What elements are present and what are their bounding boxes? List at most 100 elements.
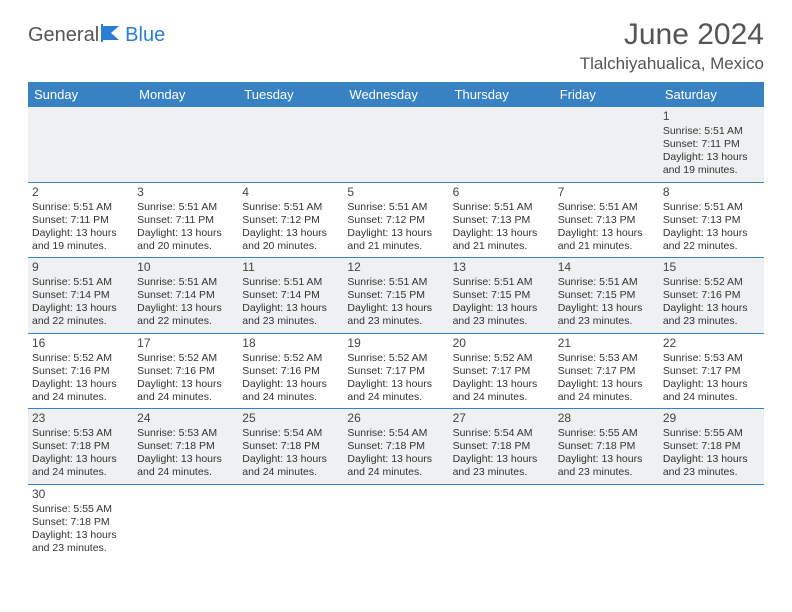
day-number: 1 [663, 109, 760, 124]
calendar-week: 9 Sunrise: 5:51 AM Sunset: 7:14 PM Daylight… [28, 258, 764, 334]
day-info-line: Sunrise: 5:51 AM [558, 276, 655, 289]
calendar-table: SundayMondayTuesdayWednesdayThursdayFrid… [28, 82, 764, 559]
day-info-line: and 24 minutes. [32, 391, 129, 404]
day-header-wednesday: Wednesday [343, 82, 448, 107]
day-info-line: Daylight: 13 hours [347, 227, 444, 240]
title-block: June 2024 Tlalchiyahualica, Mexico [580, 18, 764, 74]
day-info-line: and 24 minutes. [347, 391, 444, 404]
day-number: 5 [347, 185, 444, 200]
day-info-line: Sunrise: 5:51 AM [453, 201, 550, 214]
day-info-line: Daylight: 13 hours [137, 378, 234, 391]
logo-text-general: General [28, 24, 99, 47]
day-number: 24 [137, 411, 234, 426]
calendar-day-cell: 4Sunrise: 5:51 AMSunset: 7:12 PMDaylight… [238, 182, 343, 258]
calendar-day-cell: 6Sunrise: 5:51 AMSunset: 7:13 PMDaylight… [449, 182, 554, 258]
day-info-line: Sunrise: 5:55 AM [32, 503, 129, 516]
day-info-line: Sunset: 7:16 PM [663, 289, 760, 302]
day-info-line: Daylight: 13 hours [347, 453, 444, 466]
day-header-saturday: Saturday [659, 82, 764, 107]
day-info-line: Daylight: 13 hours [453, 378, 550, 391]
calendar-day-cell: 24Sunrise: 5:53 AMSunset: 7:18 PMDayligh… [133, 409, 238, 485]
day-info-line: and 23 minutes. [453, 466, 550, 479]
month-title: June 2024 [580, 18, 764, 52]
calendar-week: 30Sunrise: 5:55 AMSunset: 7:18 PMDayligh… [28, 484, 764, 559]
calendar-empty-cell [343, 107, 448, 182]
day-info-line: Daylight: 13 hours [242, 227, 339, 240]
day-info-line: Daylight: 13 hours [347, 302, 444, 315]
calendar-empty-cell [133, 107, 238, 182]
day-info-line: Daylight: 13 hours [663, 227, 760, 240]
day-info-line: and 23 minutes. [663, 466, 760, 479]
calendar-week: 1Sunrise: 5:51 AMSunset: 7:11 PMDaylight… [28, 107, 764, 182]
day-info-line: and 21 minutes. [347, 240, 444, 253]
day-info-line: and 23 minutes. [663, 315, 760, 328]
day-info-line: Sunset: 7:16 PM [137, 365, 234, 378]
calendar-day-cell: 16Sunrise: 5:52 AMSunset: 7:16 PMDayligh… [28, 333, 133, 409]
day-info-line: Sunrise: 5:51 AM [347, 276, 444, 289]
day-header-thursday: Thursday [449, 82, 554, 107]
day-info-line: Sunset: 7:15 PM [453, 289, 550, 302]
day-number: 22 [663, 336, 760, 351]
day-info-line: Sunrise: 5:54 AM [453, 427, 550, 440]
day-info-line: Daylight: 13 hours [453, 453, 550, 466]
day-info-line: Sunrise: 5:51 AM [137, 276, 234, 289]
calendar-empty-cell [238, 484, 343, 559]
day-info-line: and 21 minutes. [453, 240, 550, 253]
day-number: 18 [242, 336, 339, 351]
calendar-day-cell: 25Sunrise: 5:54 AMSunset: 7:18 PMDayligh… [238, 409, 343, 485]
calendar-day-cell: 28Sunrise: 5:55 AMSunset: 7:18 PMDayligh… [554, 409, 659, 485]
day-info-line: Sunrise: 5:52 AM [347, 352, 444, 365]
calendar-day-cell: 21Sunrise: 5:53 AMSunset: 7:17 PMDayligh… [554, 333, 659, 409]
day-info-line: Sunset: 7:14 PM [32, 289, 129, 302]
calendar-empty-cell [343, 484, 448, 559]
calendar-empty-cell [133, 484, 238, 559]
day-info-line: Sunrise: 5:53 AM [137, 427, 234, 440]
day-info-line: and 22 minutes. [663, 240, 760, 253]
day-info-line: and 21 minutes. [558, 240, 655, 253]
day-info-line: Sunrise: 5:51 AM [558, 201, 655, 214]
day-info-line: Sunset: 7:16 PM [242, 365, 339, 378]
day-number: 7 [558, 185, 655, 200]
day-number: 8 [663, 185, 760, 200]
day-number: 21 [558, 336, 655, 351]
calendar-empty-cell [449, 484, 554, 559]
day-info-line: Sunrise: 5:51 AM [242, 276, 339, 289]
day-number: 11 [242, 260, 339, 275]
day-info-line: Sunset: 7:18 PM [558, 440, 655, 453]
day-info-line: Sunset: 7:12 PM [347, 214, 444, 227]
day-header-tuesday: Tuesday [238, 82, 343, 107]
day-number: 25 [242, 411, 339, 426]
location-subtitle: Tlalchiyahualica, Mexico [580, 54, 764, 74]
day-info-line: Daylight: 13 hours [137, 302, 234, 315]
day-info-line: Daylight: 13 hours [32, 529, 129, 542]
day-info-line: and 22 minutes. [32, 315, 129, 328]
day-info-line: Daylight: 13 hours [32, 378, 129, 391]
flag-icon [101, 24, 123, 47]
day-number: 9 [32, 260, 129, 275]
day-info-line: Sunrise: 5:52 AM [32, 352, 129, 365]
calendar-day-cell: 8Sunrise: 5:51 AMSunset: 7:13 PMDaylight… [659, 182, 764, 258]
day-info-line: Sunrise: 5:54 AM [242, 427, 339, 440]
day-info-line: Sunrise: 5:51 AM [663, 125, 760, 138]
day-info-line: Sunrise: 5:55 AM [663, 427, 760, 440]
day-info-line: and 24 minutes. [663, 391, 760, 404]
day-info-line: and 24 minutes. [137, 391, 234, 404]
logo-text-blue: Blue [125, 24, 165, 47]
calendar-empty-cell [554, 484, 659, 559]
calendar-empty-cell [659, 484, 764, 559]
calendar-day-cell: 19Sunrise: 5:52 AMSunset: 7:17 PMDayligh… [343, 333, 448, 409]
day-number: 6 [453, 185, 550, 200]
day-number: 2 [32, 185, 129, 200]
calendar-day-cell: 7Sunrise: 5:51 AMSunset: 7:13 PMDaylight… [554, 182, 659, 258]
day-info-line: and 23 minutes. [558, 466, 655, 479]
day-number: 20 [453, 336, 550, 351]
day-info-line: and 20 minutes. [242, 240, 339, 253]
day-info-line: Sunset: 7:15 PM [347, 289, 444, 302]
day-info-line: Sunrise: 5:52 AM [137, 352, 234, 365]
day-info-line: Daylight: 13 hours [558, 227, 655, 240]
day-info-line: and 24 minutes. [558, 391, 655, 404]
calendar-day-cell: 5Sunrise: 5:51 AMSunset: 7:12 PMDaylight… [343, 182, 448, 258]
day-info-line: Daylight: 13 hours [242, 453, 339, 466]
day-info-line: Daylight: 13 hours [558, 453, 655, 466]
day-number: 3 [137, 185, 234, 200]
